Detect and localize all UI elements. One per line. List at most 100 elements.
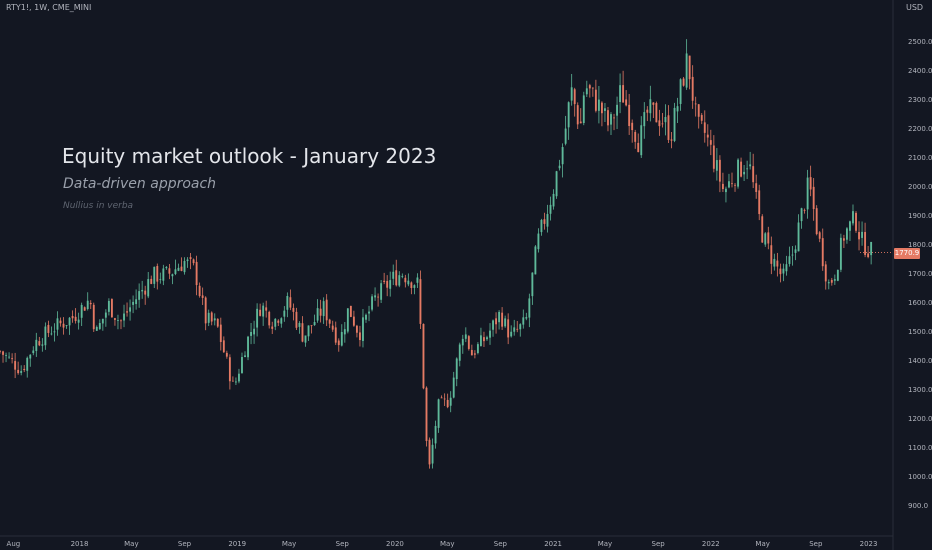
candle [271, 321, 274, 334]
candle-body [138, 291, 141, 300]
candle-body [98, 323, 101, 329]
candle [555, 170, 558, 199]
candle-body [794, 249, 797, 253]
candle-body [640, 125, 643, 156]
candle-body [92, 304, 95, 330]
candle [319, 299, 322, 323]
candle-body [495, 318, 498, 325]
candle [386, 275, 389, 297]
candle [537, 228, 540, 253]
candle [29, 354, 32, 367]
candle [219, 317, 222, 351]
candle [498, 310, 501, 330]
candle [522, 309, 525, 329]
time-tick-label: May [282, 540, 296, 548]
time-tick-label: May [598, 540, 612, 548]
candle [431, 438, 434, 469]
candle [694, 96, 697, 117]
candle-body [126, 311, 128, 313]
candle-body [346, 308, 349, 332]
candle-body [706, 134, 709, 138]
candle-body [855, 212, 857, 231]
candle [836, 269, 839, 282]
candle-body [352, 316, 355, 326]
candle-body [437, 399, 440, 428]
candle-body [473, 353, 476, 355]
candle [504, 315, 507, 328]
candle-body [734, 184, 736, 186]
candle-body [567, 102, 570, 128]
candle-body [8, 356, 11, 358]
candle [80, 302, 83, 327]
candle [222, 336, 225, 353]
candle [637, 133, 640, 153]
candle [104, 309, 107, 327]
candle [150, 275, 153, 285]
candle [806, 169, 809, 219]
candle-body [543, 219, 546, 224]
candle [604, 102, 606, 122]
time-axis[interactable]: Aug 2018 May Sep 2019 May Sep 2020 May Sep 2021 May… [7, 540, 878, 548]
candle [446, 393, 449, 409]
candle-body [268, 311, 271, 326]
candle [570, 73, 573, 106]
candle [649, 85, 652, 122]
candle [455, 357, 458, 387]
price-tick-label: 2200.0 [908, 125, 932, 133]
candle [440, 395, 443, 399]
candle [773, 253, 776, 271]
candle [473, 350, 476, 359]
candle [731, 172, 733, 188]
candle [141, 280, 144, 299]
candle [234, 377, 237, 385]
candle [313, 314, 316, 326]
candle [688, 55, 691, 90]
price-axis[interactable]: 900.0 1000.0 1100.0 1200.0 1300.0 1400.0 1500.… [908, 38, 932, 510]
candle [322, 297, 325, 324]
candle-body [419, 279, 422, 324]
symbol-label[interactable]: RTY1!, 1W, CME_MINI [6, 3, 92, 12]
candle-body [247, 336, 249, 358]
candle [809, 165, 812, 197]
candle-body [44, 326, 47, 346]
candle-body [234, 381, 237, 383]
candle [129, 299, 132, 321]
candle [331, 320, 334, 332]
candle [552, 189, 555, 210]
candle [265, 300, 268, 318]
candle [114, 317, 116, 326]
candle-body [573, 89, 576, 105]
candle [337, 338, 340, 352]
candle-body [661, 123, 664, 125]
candle-body [431, 444, 434, 464]
candle-body [725, 188, 727, 193]
candle [631, 119, 634, 143]
candle-body [141, 289, 144, 292]
candle [283, 306, 286, 322]
candle-body [147, 279, 150, 297]
candle-body [570, 87, 573, 101]
candle [419, 270, 422, 329]
candle [564, 115, 567, 146]
candle [101, 318, 104, 331]
candle [174, 259, 177, 276]
candle [758, 184, 761, 221]
candle [597, 85, 600, 124]
candle [183, 257, 186, 275]
candle-body [250, 332, 252, 336]
candle-body [522, 317, 525, 325]
candle-body [380, 283, 383, 300]
candle [452, 371, 455, 399]
candle-body [289, 297, 292, 308]
candle [779, 263, 782, 283]
candle-body [812, 186, 815, 210]
candle [301, 316, 304, 343]
candle [483, 331, 485, 348]
candle-body [631, 122, 634, 131]
candle [588, 83, 591, 98]
candle [374, 287, 377, 301]
price-tick-label: 1600.0 [908, 299, 932, 307]
candle-body [849, 221, 851, 231]
time-tick-label: Sep [336, 540, 350, 548]
